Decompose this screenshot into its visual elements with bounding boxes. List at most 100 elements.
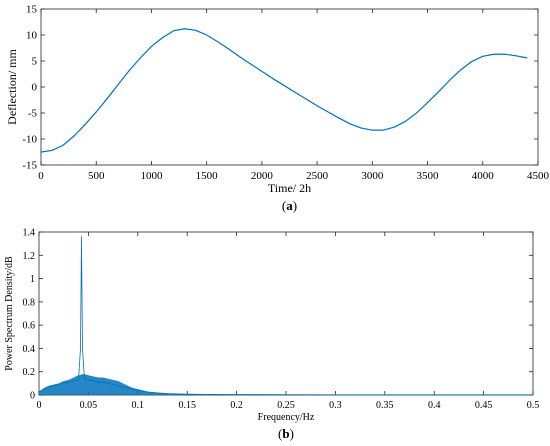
x-tick-label: 0 <box>38 170 44 182</box>
x-axis-label: Time/ 2h <box>268 181 311 195</box>
x-tick-label: 0.3 <box>329 400 342 411</box>
data-point <box>427 102 428 103</box>
y-tick-label: 0.6 <box>23 321 36 332</box>
x-tick-label: 0.35 <box>376 400 394 411</box>
data-point <box>405 120 406 122</box>
data-point <box>283 85 285 86</box>
data-point <box>73 135 75 137</box>
x-tick-label: 0.5 <box>527 400 540 411</box>
data-point <box>471 61 473 62</box>
data-point <box>228 48 230 50</box>
data-point <box>84 124 86 125</box>
y-tick-label: 1 <box>30 274 35 285</box>
panel-a-deflection-chart: 0 500 1000 1500 2000 2500 3000 3500 4000 4500 -15 -… <box>5 4 550 214</box>
y-tick-label: -10 <box>22 134 37 146</box>
data-point <box>51 150 53 151</box>
data-point <box>206 394 208 395</box>
data-point <box>95 111 97 113</box>
data-point <box>186 393 188 395</box>
data-point <box>122 386 124 388</box>
x-tick-label: 500 <box>88 170 105 182</box>
data-point <box>167 393 168 394</box>
y-tick-label: 1.4 <box>23 228 36 239</box>
data-point <box>515 55 517 57</box>
y-tick-label: -5 <box>28 108 38 120</box>
data-point <box>335 394 336 396</box>
y-tick-label: -15 <box>22 160 37 172</box>
x-tick-label: 1000 <box>140 170 163 182</box>
data-point <box>394 126 395 128</box>
data-point <box>460 69 462 71</box>
data-point <box>176 393 178 395</box>
data-point <box>504 53 506 55</box>
data-point <box>382 129 384 131</box>
data-point <box>88 379 89 381</box>
data-point <box>68 381 70 383</box>
data-point <box>532 394 534 396</box>
data-point <box>360 127 362 129</box>
data-point <box>62 144 64 146</box>
y-tick-label: 0.2 <box>23 367 36 378</box>
data-point <box>132 388 134 390</box>
data-point <box>128 69 130 71</box>
data-point <box>63 382 65 384</box>
x-tick-label: 3500 <box>417 170 440 182</box>
data-point <box>81 236 82 238</box>
data-point <box>206 34 208 36</box>
data-point <box>43 388 45 390</box>
x-tick-label: 0.1 <box>132 400 145 411</box>
y-tick-label: 15 <box>26 4 38 16</box>
data-point <box>184 28 185 30</box>
x-tick-label: 4000 <box>472 170 495 182</box>
data-point <box>433 394 435 396</box>
data-point <box>162 37 163 38</box>
y-axis-label: Deflection/ mm <box>5 49 19 125</box>
panel-label: (a) <box>282 198 297 213</box>
data-point <box>92 380 94 382</box>
panel-label: (b) <box>278 426 294 441</box>
x-tick-label: 3000 <box>361 170 384 182</box>
data-point <box>384 394 386 396</box>
data-point <box>82 348 83 349</box>
data-point <box>151 46 152 47</box>
data-point <box>483 394 484 396</box>
data-point <box>147 391 149 393</box>
y-tick-label: 0 <box>30 391 35 402</box>
data-point <box>349 123 351 125</box>
data-point <box>327 111 329 113</box>
x-tick-label: 4500 <box>527 170 550 182</box>
y-tick-label: 10 <box>26 30 38 42</box>
data-point <box>106 98 108 99</box>
data-point <box>40 151 42 153</box>
data-point <box>78 379 79 381</box>
data-point <box>195 29 197 31</box>
data-point <box>272 78 274 80</box>
data-point <box>316 105 318 107</box>
x-tick-label: 0.15 <box>178 400 196 411</box>
data-point <box>137 389 139 391</box>
data-point <box>285 394 287 396</box>
data-point <box>371 129 373 131</box>
data-point <box>294 91 296 93</box>
data-point <box>58 384 60 385</box>
data-point <box>416 112 417 114</box>
data-point <box>261 71 263 72</box>
data-point <box>157 392 158 394</box>
data-point <box>102 381 104 383</box>
data-point <box>127 387 129 389</box>
data-point <box>482 55 484 57</box>
data-point <box>107 382 109 384</box>
y-tick-label: 5 <box>32 56 38 68</box>
y-tick-label: 0.8 <box>23 297 36 308</box>
x-tick-label: 1500 <box>196 170 219 182</box>
data-point <box>305 98 307 100</box>
data-point <box>449 79 451 81</box>
x-tick-label: 0.05 <box>80 400 98 411</box>
x-tick-label: 0.25 <box>277 400 295 411</box>
panel-b-power-spectrum-chart: 0 0.05 0.1 0.15 0.2 0.25 0.3 0.35 0.4 0.45 0.5 0 0.2… <box>4 228 539 442</box>
data-point <box>48 386 50 388</box>
x-axis-label: Frequency/Hz <box>258 412 315 423</box>
data-point <box>38 392 40 394</box>
data-point <box>239 56 241 58</box>
